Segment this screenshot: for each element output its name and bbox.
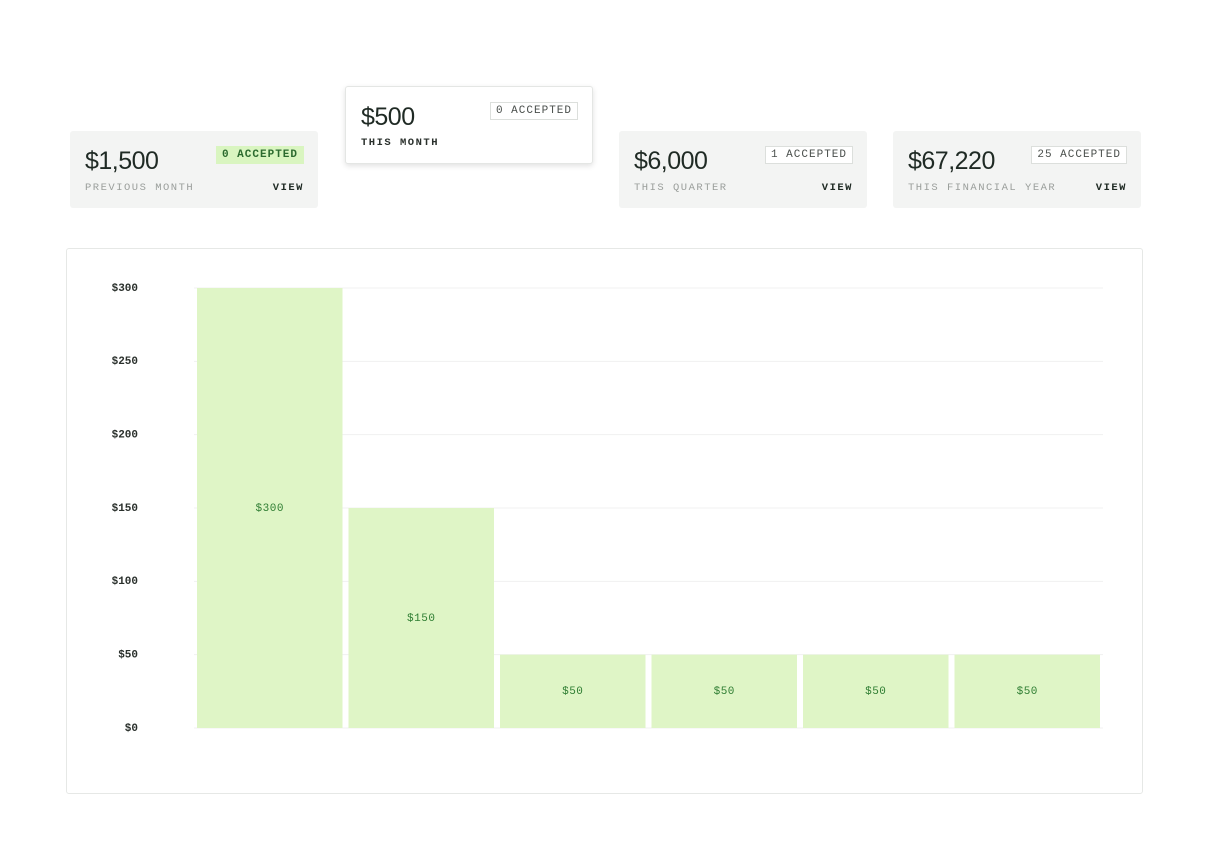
chart-panel	[66, 248, 1143, 794]
card-label: THIS QUARTER	[634, 182, 728, 194]
card-badge: 0 ACCEPTED	[215, 146, 304, 164]
card-amount: $67,220	[908, 147, 995, 175]
card-badge: 0 ACCEPTED	[489, 102, 578, 120]
y-tick-label: $100	[112, 576, 138, 588]
card-label: THIS FINANCIAL YEAR	[908, 182, 1057, 194]
value-label: $50	[865, 686, 886, 698]
value-label: $300	[256, 503, 284, 515]
y-tick-label: $300	[112, 283, 138, 295]
bar	[500, 654, 646, 728]
view-link[interactable]: VIEW	[821, 182, 853, 194]
card-amount: $1,500	[85, 147, 159, 175]
y-tick-label: $0	[125, 723, 138, 735]
summary-card: $67,220 25 ACCEPTED THIS FINANCIAL YEAR …	[893, 131, 1141, 208]
card-amount: $500	[361, 103, 415, 131]
summary-card: $1,500 0 ACCEPTED PREVIOUS MONTH VIEW	[70, 131, 318, 208]
value-label: $50	[562, 686, 583, 698]
view-link[interactable]: VIEW	[272, 182, 304, 194]
card-label: PREVIOUS MONTH	[85, 182, 195, 194]
card-label: THIS MONTH	[361, 137, 440, 149]
view-link[interactable]: VIEW	[1095, 182, 1127, 194]
card-badge: 25 ACCEPTED	[1031, 146, 1127, 164]
value-label: $150	[407, 613, 435, 625]
y-tick-label: $150	[112, 503, 138, 515]
card-amount: $6,000	[634, 147, 708, 175]
bar	[803, 654, 949, 728]
value-label: $50	[1017, 686, 1038, 698]
bar	[954, 654, 1100, 728]
summary-card: $500 0 ACCEPTED THIS MONTH	[345, 86, 593, 164]
bar	[348, 508, 494, 728]
bar	[197, 288, 343, 728]
y-tick-label: $250	[112, 356, 138, 368]
value-label: $50	[714, 686, 735, 698]
y-tick-label: $200	[112, 430, 138, 442]
summary-card: $6,000 1 ACCEPTED THIS QUARTER VIEW	[619, 131, 867, 208]
card-badge: 1 ACCEPTED	[764, 146, 853, 164]
y-tick-label: $50	[118, 650, 138, 662]
bar	[651, 654, 797, 728]
